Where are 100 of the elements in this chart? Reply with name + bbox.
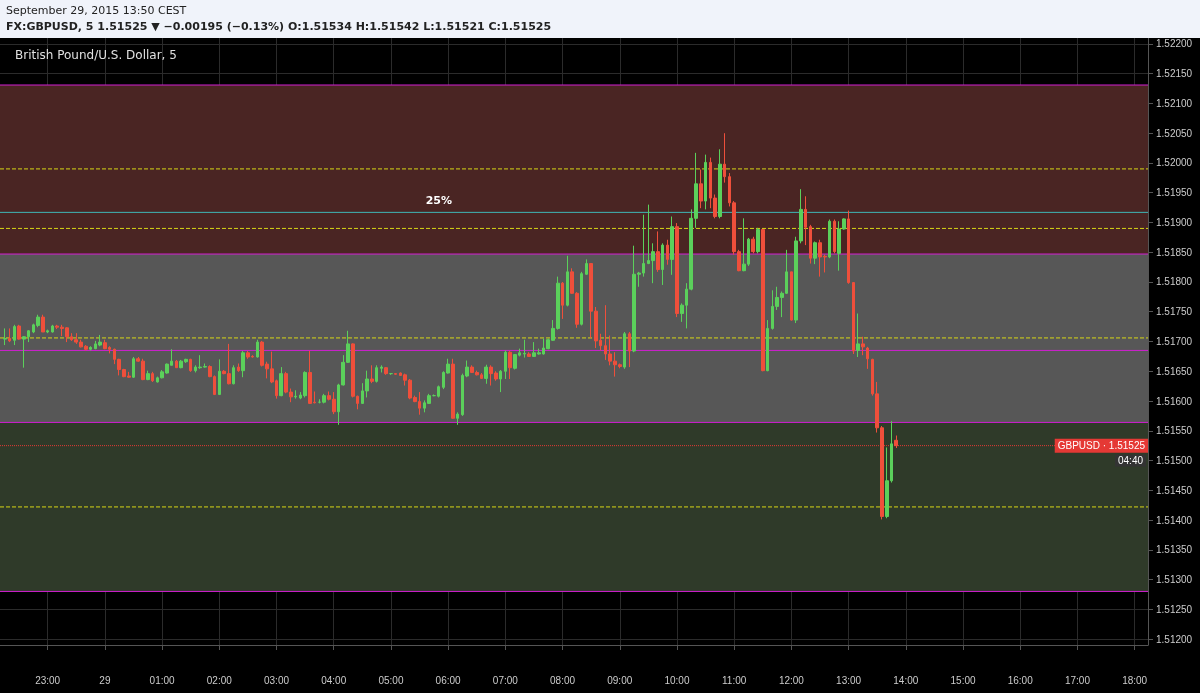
x-tick-label: 05:00 [378,674,404,686]
chart-subtitle: FX:GBPUSD, 5 1.51525 ▼ −0.00195 (−0.13%) O:1.51534 H:1.51542 L:1.51521 C:1.51525 [6,19,553,35]
candlestick [151,371,154,383]
candlestick [504,349,507,380]
candlestick [499,369,502,393]
candlestick [804,195,807,246]
candlestick [451,358,455,420]
candlestick [8,327,11,343]
x-tick-label: 15:00 [950,674,976,686]
candlestick [699,169,703,209]
candlestick [561,281,564,320]
y-tick-label: 1.51600 [1156,395,1193,407]
candlestick [246,350,250,360]
candlestick [894,435,898,449]
x-tick-label: 09:00 [607,674,633,686]
candlestick [456,411,459,426]
y-tick-label: 1.51400 [1156,514,1193,526]
candlestick [437,385,440,398]
text: September 29, 2015 13:50 CEST [6,3,188,19]
candlestick [189,358,192,373]
annotation: 04:40 [1117,455,1144,467]
candlestick [103,339,107,350]
x-tick-label: 13:00 [836,674,862,686]
y-tick-label: 1.51700 [1156,336,1193,347]
candlestick [46,329,49,334]
candlestick [237,363,240,373]
x-tick-label: 02:00 [206,674,233,686]
candlestick [718,148,722,219]
y-tick-label: 1.52000 [1156,157,1193,169]
candlestick [580,271,583,326]
y-tick-label: 1.51350 [1156,544,1193,556]
candlestick [856,313,860,358]
candlestick [675,222,679,318]
candlestick [146,370,150,381]
candlestick [303,370,307,398]
y-tick-label: 1.51950 [1156,187,1193,199]
candlestick [585,258,588,276]
candlestick [704,154,707,210]
candlestick [322,393,326,404]
candlestick [294,389,297,400]
y-tick-label: 1.51450 [1156,484,1193,496]
text: British Pound/U.S. Dollar, 5 [15,48,177,62]
candlestick [670,216,674,276]
candlestick [742,217,746,272]
x-tick-label: 18:00 [1122,674,1148,686]
y-tick-label: 1.52150 [1156,68,1193,80]
candlestick [308,350,312,405]
candlestick [847,210,850,285]
candlestick [51,324,54,334]
candlestick [13,324,16,346]
y-tick-label: 1.52050 [1156,127,1193,139]
candlestick [790,271,793,322]
candlestick [813,241,817,265]
x-tick-label: 07:00 [492,674,519,686]
candlestick [218,358,221,396]
y-tick-label: 1.51850 [1156,246,1193,258]
x-tick-label: 06:00 [435,674,462,686]
candlestick [656,230,660,273]
x-tick-label: 29 [99,674,111,686]
candlestick [527,351,531,358]
candlestick [375,364,378,384]
y-tick-label: 1.52200 [1156,38,1193,50]
candlestick [17,324,21,341]
x-tick-label: 17:00 [1064,674,1091,686]
candlestick [566,255,569,307]
candlestick [256,339,259,359]
candlestick [89,345,92,351]
x-tick-label: 03:00 [264,674,290,686]
x-tick-label: 11:00 [722,674,747,686]
candlestick [623,331,626,370]
candlestick [761,228,765,372]
candlestick [279,366,283,397]
candlestick [394,372,397,376]
candlestick [380,364,383,373]
candlestick [384,366,388,376]
candlestick [175,359,178,369]
candlestick [513,353,517,370]
y-tick-label: 1.51500 [1156,455,1193,467]
x-tick-label: 14:00 [893,674,919,686]
candlestick [370,364,374,384]
y-tick-label: 1.51200 [1156,633,1193,645]
x-tick-label: 10:00 [664,674,690,686]
x-tick-label: 16:00 [1007,674,1034,686]
x-tick-label: 04:00 [321,674,347,686]
candlestick [508,350,512,380]
x-tick-label: 23:00 [35,674,61,686]
y-tick-label: 1.52100 [1156,97,1193,109]
candlestick [828,219,831,259]
candlestick [3,327,7,346]
candlestick [132,356,135,379]
candlestick [232,364,235,385]
candlestick [852,281,855,355]
y-tick-label: 1.51900 [1156,216,1193,228]
candlestick [98,334,102,347]
y-tick-label: 1.51300 [1156,574,1193,586]
candlestick [241,350,245,378]
x-tick-label: 08:00 [550,674,576,686]
candlestick [756,227,760,254]
y-tick-label: 1.51750 [1156,306,1193,318]
candlestick [723,132,726,184]
